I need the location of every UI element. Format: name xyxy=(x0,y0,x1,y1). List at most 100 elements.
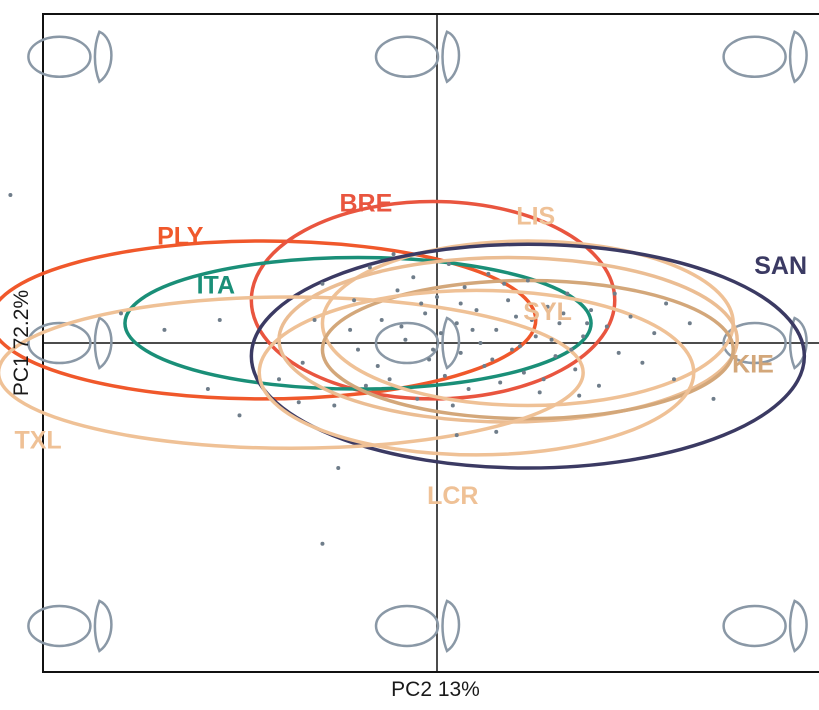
data-point xyxy=(565,291,570,296)
data-point xyxy=(577,393,582,398)
data-point xyxy=(458,350,463,355)
data-point xyxy=(521,370,526,375)
data-point xyxy=(431,347,436,352)
data-point xyxy=(517,344,522,349)
data-point xyxy=(379,317,384,322)
data-point xyxy=(482,364,487,369)
data-point xyxy=(616,350,621,355)
data-point xyxy=(435,294,439,299)
data-point xyxy=(320,541,325,546)
x-axis-label: PC2 13% xyxy=(391,678,480,701)
profile-outline xyxy=(93,316,113,370)
data-point xyxy=(415,396,420,401)
data-point xyxy=(569,347,574,352)
data-point xyxy=(419,301,424,306)
data-point xyxy=(545,304,550,309)
data-point xyxy=(217,317,222,322)
data-point xyxy=(391,252,396,257)
data-point xyxy=(628,314,633,319)
data-point xyxy=(470,327,475,332)
data-point xyxy=(486,271,491,276)
data-point xyxy=(525,278,530,283)
data-point xyxy=(119,311,123,316)
data-point xyxy=(336,466,341,471)
data-point xyxy=(514,314,518,319)
group-label-bre: BRE xyxy=(340,189,393,217)
data-point xyxy=(363,383,368,388)
data-point xyxy=(399,324,404,329)
data-point xyxy=(442,373,447,378)
data-point xyxy=(640,360,645,365)
ellipse-ply xyxy=(0,239,538,401)
data-point xyxy=(352,298,357,303)
group-label-ply: PLY xyxy=(157,222,204,250)
group-label-syl: SYL xyxy=(523,298,572,326)
data-point xyxy=(541,377,546,382)
group-label-txl: TXL xyxy=(14,426,61,454)
data-point xyxy=(596,383,601,388)
data-point xyxy=(387,377,392,382)
data-point xyxy=(300,360,305,365)
oval-outline xyxy=(722,604,787,648)
data-point xyxy=(466,387,471,392)
data-point xyxy=(557,321,562,326)
data-point xyxy=(664,301,669,306)
shape-outline-middle-center xyxy=(374,316,461,370)
shape-outline-middle-left xyxy=(27,316,113,370)
profile-outline xyxy=(788,316,808,370)
shape-outline-top-right xyxy=(722,30,808,84)
oval-outline xyxy=(722,35,787,79)
data-point xyxy=(8,192,13,197)
shape-outline-bottom-left xyxy=(27,599,113,653)
data-point xyxy=(612,291,617,296)
data-point xyxy=(537,390,542,395)
ellipse-san xyxy=(249,242,807,470)
group-label-san: SAN xyxy=(754,252,807,280)
data-point xyxy=(312,317,317,322)
data-point xyxy=(454,321,459,326)
data-point xyxy=(375,364,380,369)
profile-outline xyxy=(441,316,461,370)
ellipse-bre xyxy=(249,199,617,401)
ellipse-lcr xyxy=(257,288,696,457)
profile-outline xyxy=(93,30,113,84)
shape-outline-top-left xyxy=(27,30,113,84)
data-point xyxy=(494,327,499,332)
data-point xyxy=(458,301,463,306)
data-point xyxy=(411,275,416,280)
data-point xyxy=(395,288,400,293)
data-point xyxy=(450,403,455,408)
data-point xyxy=(573,367,578,372)
shape-outline-middle-right xyxy=(722,316,808,370)
y-axis-label: PC1 72.2% xyxy=(10,289,33,397)
data-point xyxy=(581,334,586,339)
data-point xyxy=(474,308,479,313)
data-point xyxy=(478,341,483,345)
shape-outline-bottom-center xyxy=(374,599,461,653)
oval-outline xyxy=(374,321,440,365)
data-point xyxy=(711,396,716,401)
data-point xyxy=(427,357,432,362)
data-point xyxy=(438,331,443,336)
data-point xyxy=(237,413,242,418)
data-point xyxy=(403,337,408,342)
group-label-lcr: LCR xyxy=(427,482,478,510)
data-point xyxy=(589,308,594,313)
data-point xyxy=(454,433,459,438)
oval-outline xyxy=(374,604,440,648)
data-point xyxy=(332,403,337,408)
data-point xyxy=(510,347,515,352)
data-point xyxy=(277,377,281,382)
data-point xyxy=(462,285,467,290)
group-label-ita: ITA xyxy=(197,272,235,300)
data-point xyxy=(162,327,167,332)
profile-outline xyxy=(441,599,461,653)
data-point xyxy=(356,347,360,352)
data-point xyxy=(687,321,692,326)
data-point xyxy=(529,317,534,322)
data-point xyxy=(494,429,499,434)
data-point xyxy=(320,281,325,286)
group-label-kie: KIE xyxy=(732,351,774,379)
